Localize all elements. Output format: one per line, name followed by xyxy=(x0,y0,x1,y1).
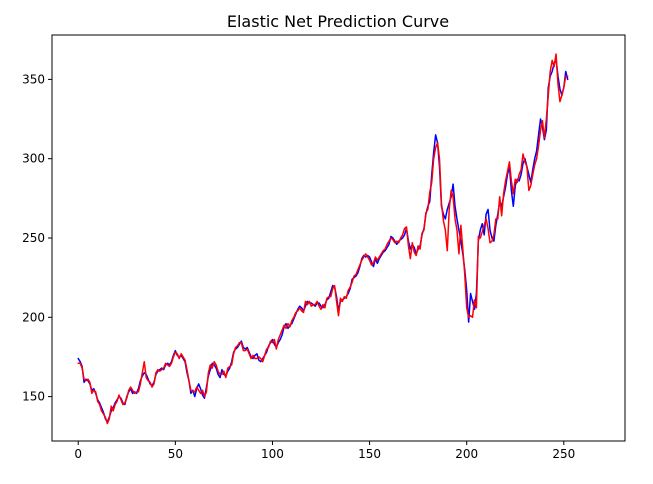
x-tick-label: 100 xyxy=(261,447,284,461)
x-axis: 0 50 100 150 200 250 xyxy=(74,441,575,461)
y-tick-label: 150 xyxy=(22,390,45,404)
y-tick-label: 350 xyxy=(22,72,45,86)
y-tick-label: 300 xyxy=(22,152,45,166)
plot-frame xyxy=(51,34,626,442)
y-tick-label: 250 xyxy=(22,231,45,245)
x-tick-label: 200 xyxy=(455,447,478,461)
x-tick-label: 50 xyxy=(168,447,183,461)
y-tick-label: 200 xyxy=(22,310,45,324)
x-tick-label: 150 xyxy=(358,447,381,461)
x-tick-label: 0 xyxy=(74,447,82,461)
chart-title: Elastic Net Prediction Curve xyxy=(227,12,449,31)
series-layer xyxy=(77,53,569,425)
series-line-1 xyxy=(77,53,569,425)
y-axis: 150 200 250 300 350 xyxy=(22,72,52,404)
x-tick-label: 250 xyxy=(552,447,575,461)
series-line-0 xyxy=(77,58,569,423)
